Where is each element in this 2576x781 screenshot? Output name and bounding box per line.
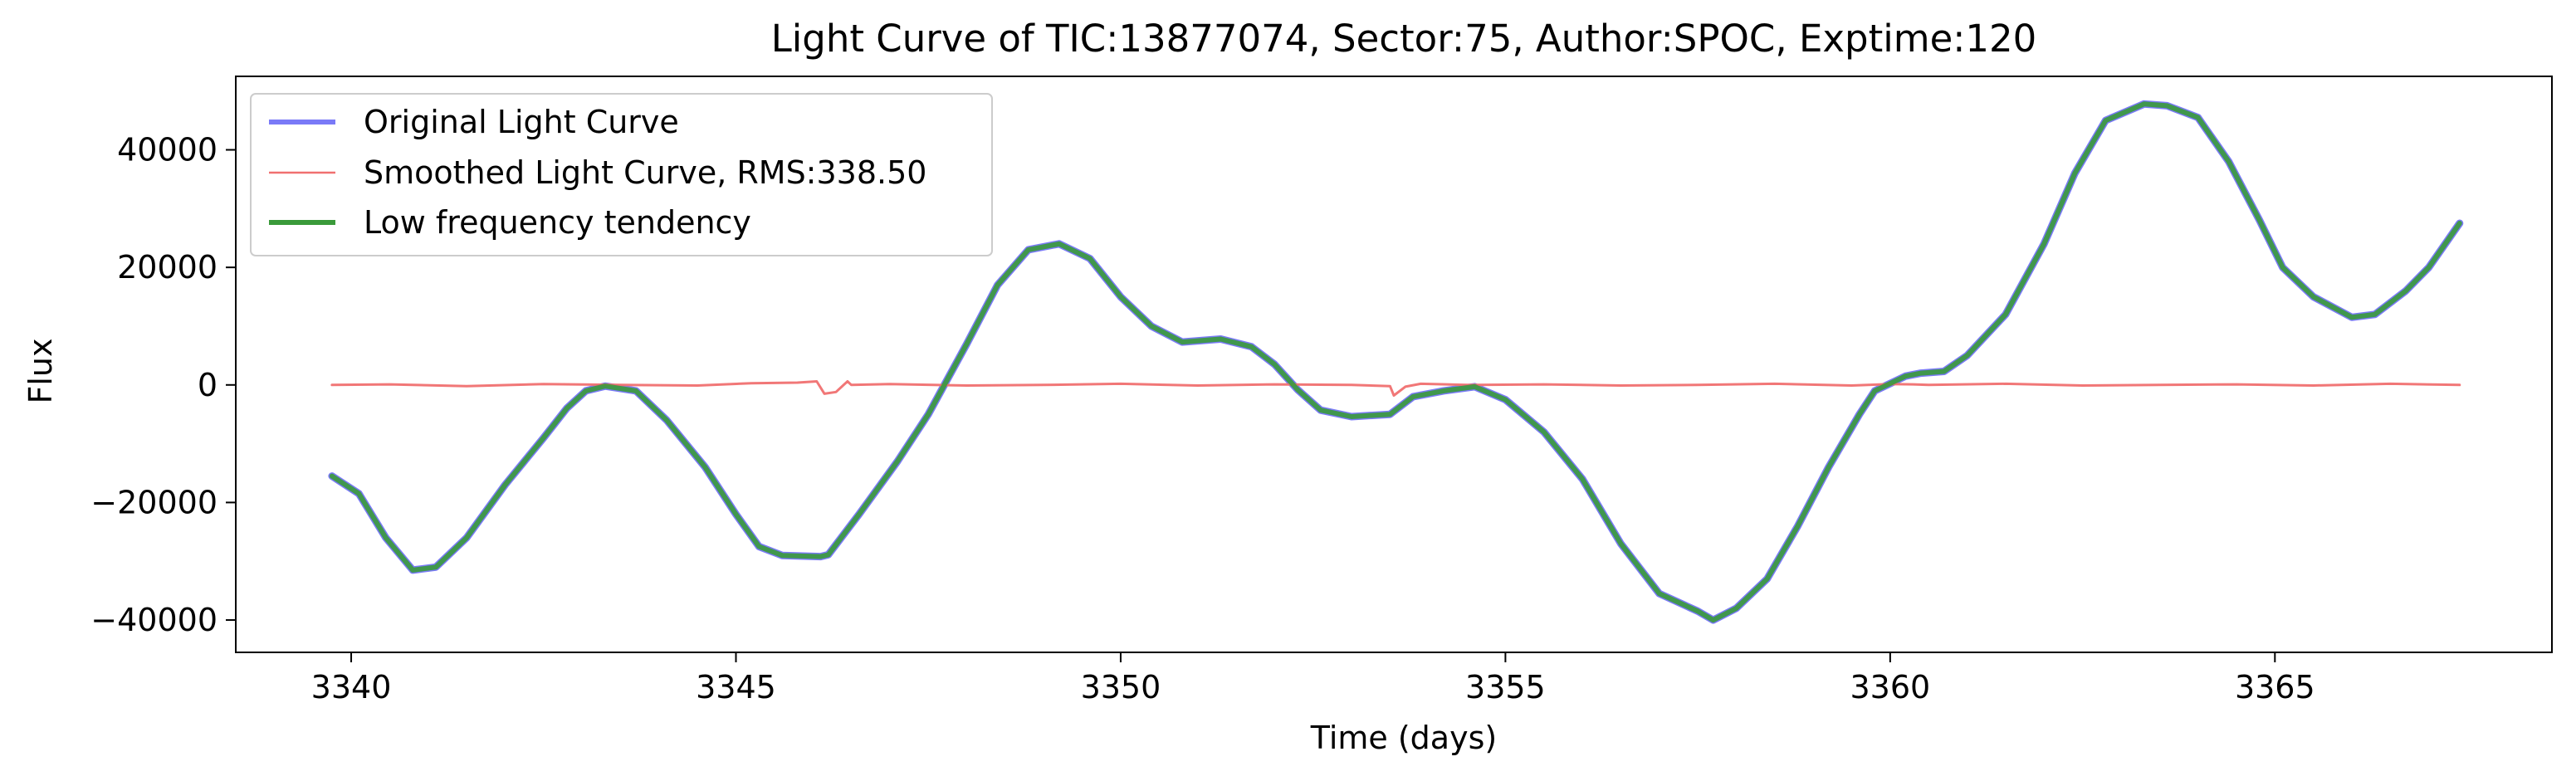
x-tick-label: 3350 [1081, 669, 1161, 705]
legend-label-original: Original Light Curve [364, 104, 679, 140]
plot-frame [235, 76, 2553, 653]
y-axis-label: Flux [22, 339, 59, 404]
plot-series-group [328, 100, 2464, 624]
legend: Original Light Curve Smoothed Light Curv… [250, 93, 993, 256]
x-axis-ticks: 3340 3345 3350 3355 3360 3365 [311, 652, 2315, 705]
x-axis-label: Time (days) [1310, 720, 1497, 756]
x-tick-label: 3340 [311, 669, 392, 705]
series-line-low-frequency [329, 101, 2462, 623]
y-axis-ticks: −40000 −20000 0 20000 40000 [90, 132, 236, 638]
x-tick-label: 3355 [1465, 669, 1546, 705]
legend-label-low-frequency: Low frequency tendency [364, 204, 751, 241]
x-tick-label: 3345 [696, 669, 776, 705]
y-tick-label: 40000 [117, 132, 218, 168]
chart-title: Light Curve of TIC:13877074, Sector:75, … [771, 17, 2037, 61]
y-tick-label: −20000 [90, 484, 218, 520]
y-tick-label: 20000 [117, 249, 218, 286]
y-tick-label: −40000 [90, 602, 218, 638]
legend-box [250, 93, 993, 256]
y-tick-label: 0 [198, 367, 218, 403]
x-tick-label: 3360 [1850, 669, 1930, 705]
legend-label-smoothed: Smoothed Light Curve, RMS:338.50 [364, 154, 926, 191]
series-line-smoothed [330, 380, 2461, 397]
x-tick-label: 3365 [2235, 669, 2315, 705]
